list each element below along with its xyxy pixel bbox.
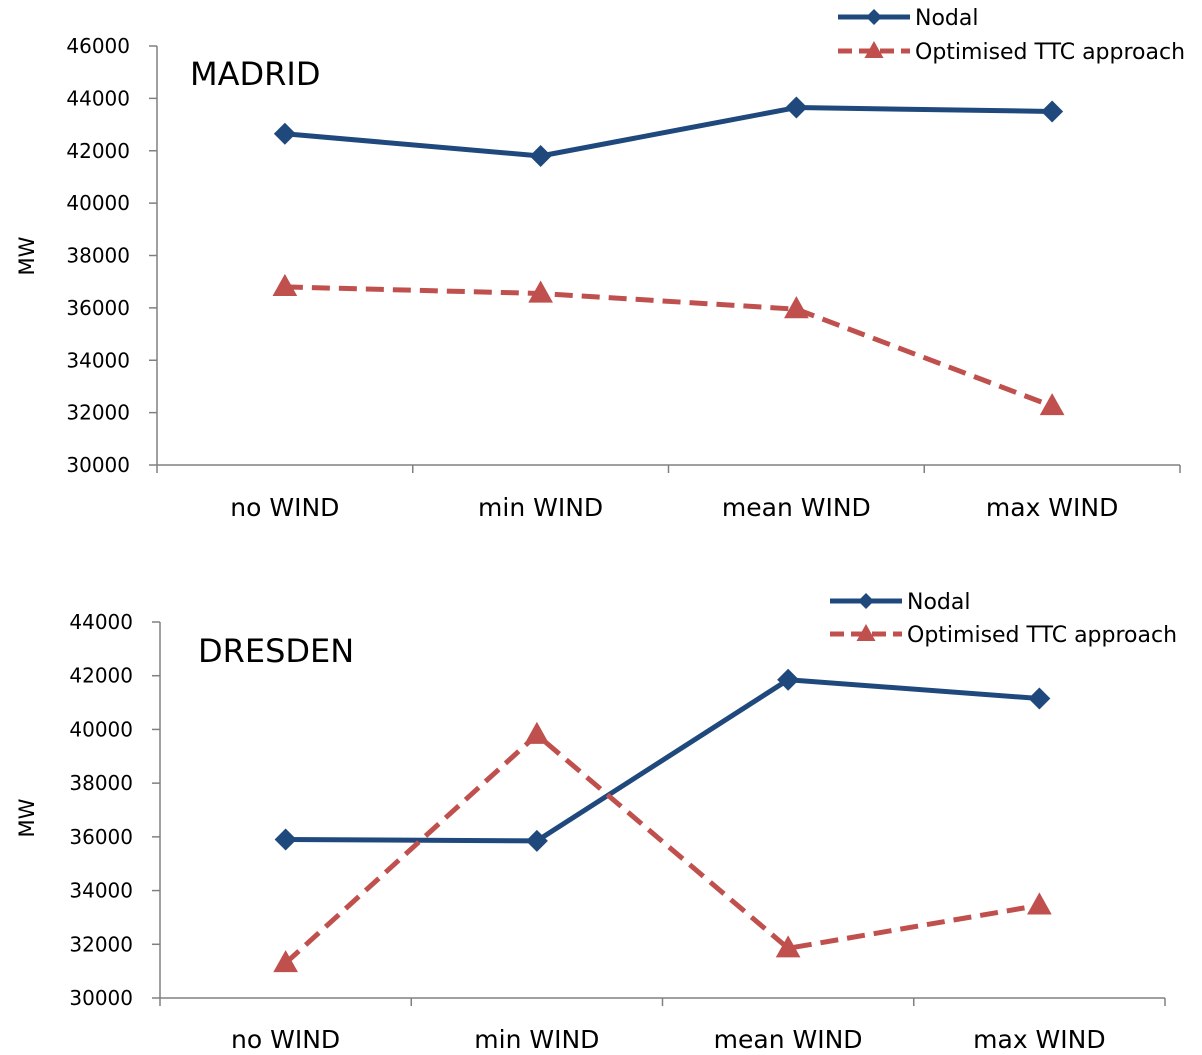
data-point-diamond	[777, 668, 800, 691]
legend-marker-triangle	[864, 41, 884, 58]
legend-label: Nodal	[915, 6, 978, 31]
y-tick-label: 44000	[69, 610, 133, 634]
y-tick-label: 38000	[66, 244, 130, 268]
legend-label: Nodal	[907, 590, 970, 615]
data-point-triangle	[273, 950, 298, 973]
data-point-triangle	[528, 280, 553, 303]
data-point-triangle	[775, 935, 801, 958]
x-tick-label: mean WIND	[714, 1025, 863, 1054]
data-point-triangle	[784, 296, 809, 319]
y-tick-label: 32000	[66, 401, 130, 425]
y-axis-title: MW	[15, 236, 39, 275]
y-tick-label: 30000	[69, 986, 133, 1010]
legend-marker-diamond	[858, 593, 874, 609]
data-point-diamond	[529, 144, 552, 167]
y-tick-label: 46000	[66, 34, 130, 58]
madrid-chart: MADRID MW 30000 32000 34000 36000 38000 40000…	[15, 6, 1185, 522]
data-point-triangle	[272, 273, 298, 297]
y-tick-label: 42000	[69, 664, 133, 688]
y-tick-label: 36000	[69, 825, 133, 849]
x-tick-label: min WIND	[478, 493, 603, 522]
chart-title: MADRID	[190, 55, 320, 93]
x-tick-label: no WIND	[230, 493, 339, 522]
y-tick-label: 40000	[66, 191, 130, 215]
y-tick-label: 34000	[69, 879, 133, 903]
madrid-chart-svg: MADRID MW 30000 32000 34000 36000 38000 40000…	[15, 6, 1185, 522]
data-point-triangle	[524, 721, 550, 744]
dresden-chart-svg: DRESDEN MW 30000 32000 34000 36000 38000 4000…	[15, 590, 1177, 1054]
y-tick-label: 42000	[66, 139, 130, 163]
y-tick-label: 30000	[66, 453, 130, 477]
data-point-diamond	[273, 122, 296, 145]
data-point-diamond	[274, 828, 297, 851]
x-tick-label: no WIND	[231, 1025, 340, 1054]
y-tick-label: 36000	[66, 296, 130, 320]
series-line	[283, 732, 1040, 965]
series-line	[284, 284, 1054, 409]
legend-label: Optimised TTC approach	[915, 40, 1185, 65]
chart-title: DRESDEN	[198, 632, 354, 670]
data-point-diamond	[1028, 687, 1051, 710]
data-point-diamond	[525, 829, 548, 852]
y-tick-label: 34000	[66, 348, 130, 372]
y-tick-label: 40000	[69, 717, 133, 741]
x-tick-label: max WIND	[973, 1025, 1105, 1054]
x-tick-label: max WIND	[986, 493, 1118, 522]
series-line	[284, 105, 1053, 159]
legend-marker-diamond	[866, 9, 882, 25]
x-tick-label: min WIND	[474, 1025, 599, 1054]
legend-label: Optimised TTC approach	[907, 623, 1177, 648]
data-point-diamond	[1041, 100, 1064, 123]
data-point-triangle	[1027, 892, 1052, 915]
x-tick-label: mean WIND	[722, 493, 871, 522]
series-line	[285, 677, 1040, 844]
data-point-diamond	[785, 96, 808, 119]
y-tick-label: 32000	[69, 932, 133, 956]
data-point-triangle	[1039, 393, 1065, 416]
y-axis-title: MW	[15, 798, 39, 837]
dresden-chart: DRESDEN MW 30000 32000 34000 36000 38000 4000…	[0, 530, 1202, 1055]
y-tick-label: 44000	[66, 86, 130, 110]
legend-marker-triangle	[856, 624, 876, 641]
y-tick-label: 38000	[69, 771, 133, 795]
